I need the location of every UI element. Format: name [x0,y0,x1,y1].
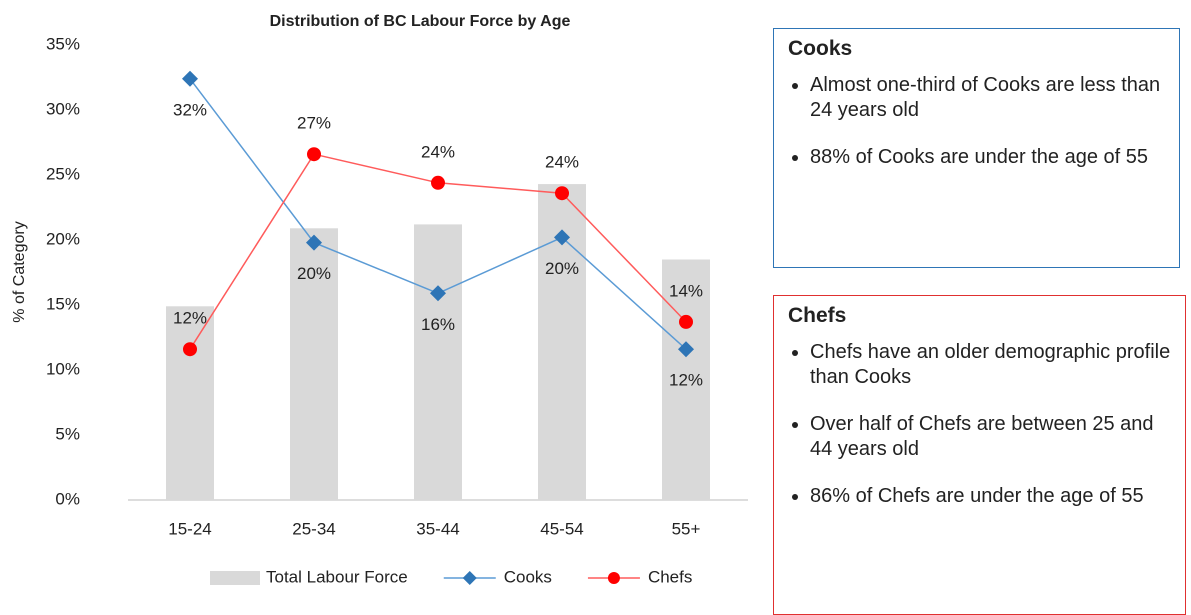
y-tick-label: 0% [55,489,80,508]
legend-label: Chefs [648,567,692,586]
bullet: Over half of Chefs are between 25 and 44… [810,412,1171,462]
marker [183,342,197,357]
data-label: 12% [173,309,207,328]
bullet: Almost one-third of Cooks are less than … [810,73,1165,123]
marker [431,175,445,190]
y-tick-label: 25% [46,164,80,183]
data-label: 32% [173,100,207,119]
marker [307,147,321,162]
data-label: 27% [297,114,331,133]
bar [166,306,214,500]
data-label: 16% [421,315,455,334]
bullet: 86% of Chefs are under the age of 55 [810,484,1171,509]
marker [554,229,570,246]
bar [662,259,710,500]
bullet: 88% of Cooks are under the age of 55 [810,145,1165,170]
y-tick-label: 20% [46,229,80,248]
legend-marker [607,572,620,584]
x-tick-label: 25-34 [292,519,335,538]
data-label: 24% [545,153,579,172]
y-tick-label: 30% [46,99,80,118]
legend-label: Total Labour Force [266,567,408,586]
legend-label: Cooks [504,567,552,586]
marker [678,341,694,358]
legend-marker [462,571,477,585]
y-tick-label: 10% [46,359,80,378]
x-tick-label: 45-54 [540,519,583,538]
marker [430,285,446,302]
data-label: 20% [545,259,579,278]
x-tick-label: 35-44 [416,519,459,538]
x-tick-label: 15-24 [168,519,211,538]
data-label: 20% [297,264,331,283]
bullet: Chefs have an older demographic profile … [810,340,1171,390]
y-axis-label: % of Category [11,221,28,322]
marker [679,314,693,329]
bar [414,224,462,500]
x-tick-label: 55+ [672,519,701,538]
bar [290,228,338,501]
bullet-list: Chefs have an older demographic profile … [788,340,1171,509]
chefs-panel: Chefs Chefs have an older demographic pro… [773,295,1186,615]
data-label: 24% [421,142,455,161]
bullet-list: Almost one-third of Cooks are less than … [788,73,1165,170]
chart: Distribution of BC Labour Force by Age %… [11,13,748,586]
chart-title: Distribution of BC Labour Force by Age [270,13,571,30]
y-tick-label: 15% [46,294,80,313]
marker [555,186,569,201]
legend-swatch [210,571,260,585]
marker [182,70,198,87]
data-label: 14% [669,281,703,300]
panel-title: Cooks [788,37,853,60]
panel-title: Chefs [788,304,847,327]
y-tick-label: 35% [46,34,80,53]
y-tick-label: 5% [55,424,80,443]
data-label: 12% [669,371,703,390]
marker [306,234,322,251]
cooks-panel: Cooks Almost one-third of Cooks are less … [773,28,1180,268]
